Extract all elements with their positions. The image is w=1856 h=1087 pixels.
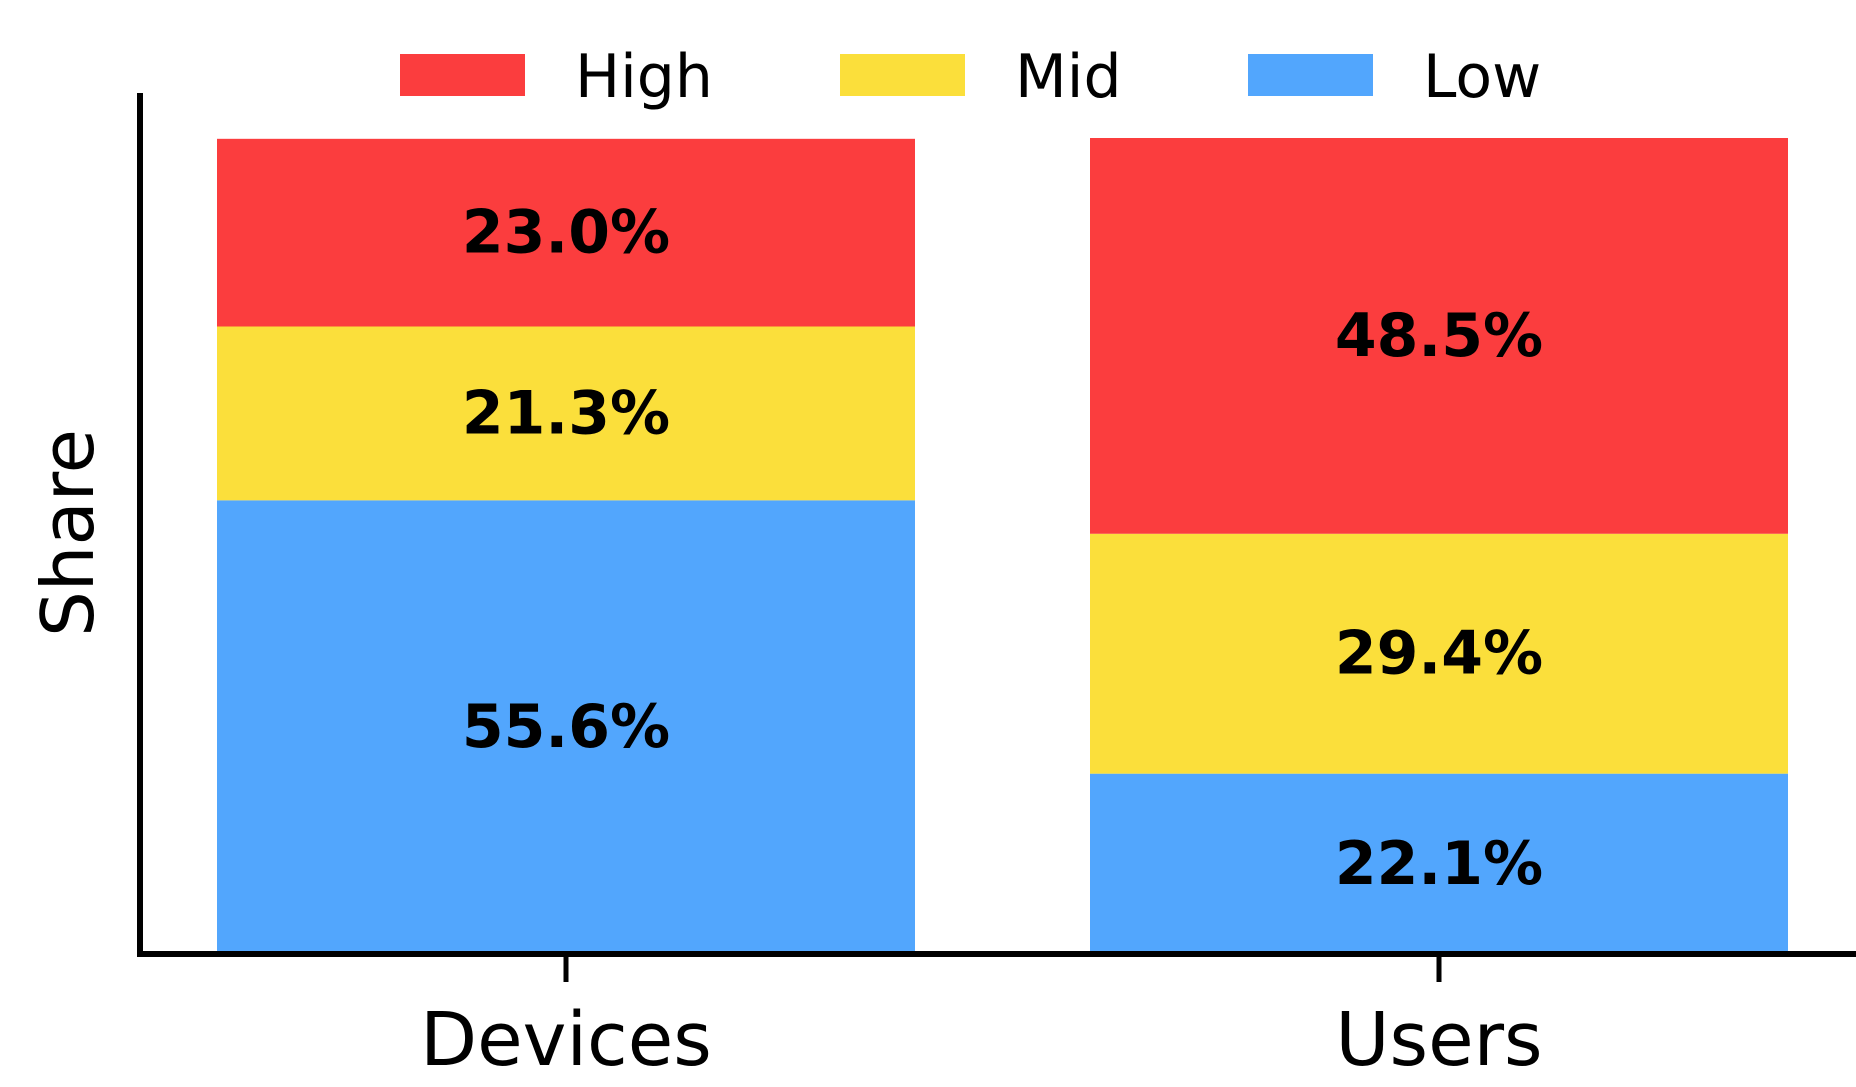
legend-swatch-high (400, 54, 525, 96)
axes-group (137, 93, 1856, 957)
legend-swatch-mid (840, 54, 965, 96)
bar-segment-users-low (1090, 773, 1788, 954)
data-label-devices-mid: 21.3% (462, 378, 670, 448)
data-label-users-high: 48.5% (1335, 301, 1543, 371)
bar-segment-devices-high (217, 138, 915, 327)
legend: High Mid Low (400, 42, 1541, 112)
bar-segment-devices-low (217, 500, 915, 954)
data-labels-group: 55.6% 21.3% 23.0% 22.1% 29.4% 48.5% (462, 198, 1543, 899)
legend-label-low: Low (1423, 42, 1541, 112)
x-ticks-group: Devices Users (420, 954, 1543, 1083)
legend-label-mid: Mid (1015, 42, 1122, 112)
x-tick-label-devices: Devices (420, 997, 712, 1083)
data-label-users-low: 22.1% (1335, 829, 1543, 899)
bar-segment-users-high (1090, 138, 1788, 534)
bars-group (217, 138, 1788, 954)
data-label-devices-high: 23.0% (462, 198, 670, 268)
legend-swatch-low (1248, 54, 1373, 96)
data-label-users-mid: 29.4% (1335, 619, 1543, 689)
data-label-devices-low: 55.6% (462, 692, 670, 762)
x-tick-label-users: Users (1335, 997, 1542, 1083)
legend-label-high: High (575, 42, 713, 112)
y-axis-label: Share (26, 429, 110, 637)
bar-segment-devices-mid (217, 326, 915, 501)
bar-segment-users-mid (1090, 533, 1788, 774)
